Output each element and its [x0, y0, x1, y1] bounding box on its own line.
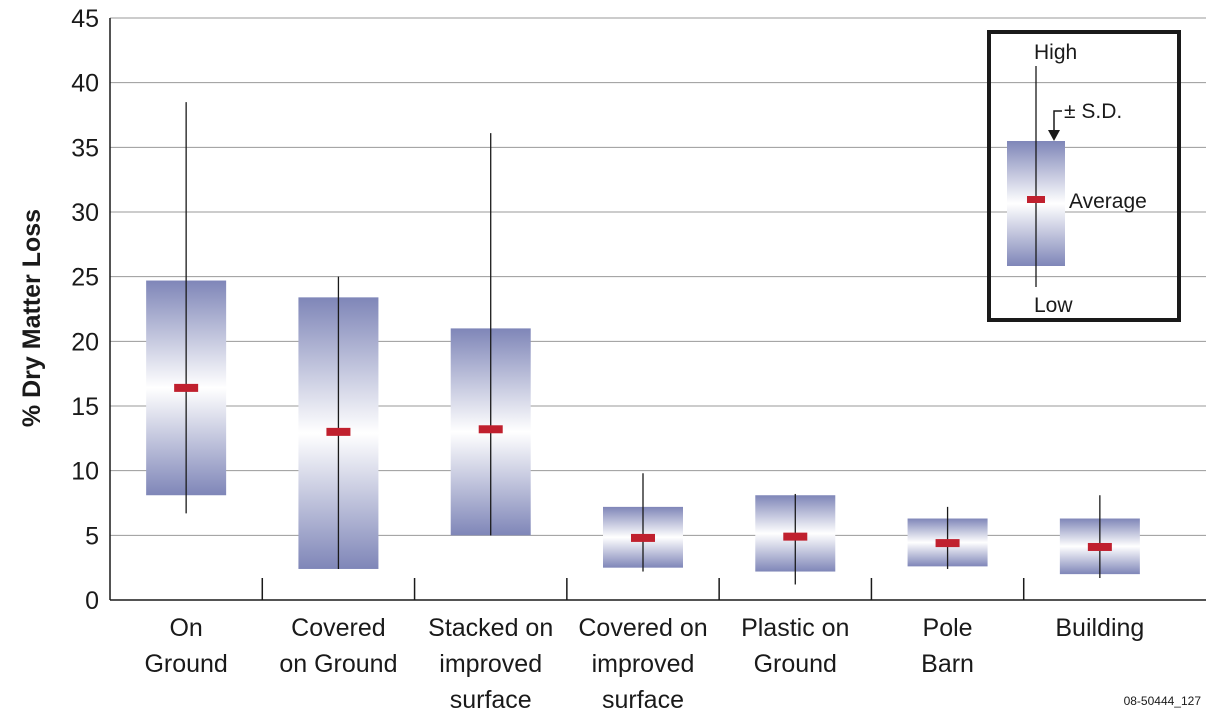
legend-sd-arrowhead [1048, 130, 1060, 141]
category-label: Covered on improved surface [578, 614, 707, 713]
category-label-line: Building [1055, 614, 1144, 642]
category-label-line: Ground [144, 650, 227, 678]
average-marker [631, 533, 655, 542]
category-label: On Ground [144, 614, 227, 678]
axes [109, 18, 1206, 601]
y-tick-label: 35 [71, 134, 99, 162]
legend-sd-label: ± S.D. [1064, 100, 1122, 123]
average-marker [935, 539, 960, 548]
y-tick-label: 15 [71, 393, 99, 421]
category-label-line: improved [439, 650, 542, 678]
category-label: Pole Barn [921, 614, 974, 678]
legend-frame [987, 30, 1181, 322]
legend-low-label: Low [1034, 294, 1073, 317]
average-marker [783, 532, 808, 541]
y-tick-labels: 0 5 10 15 20 25 30 35 40 45 [71, 5, 99, 615]
category-label-line: surface [602, 686, 684, 713]
gridlines [110, 17, 1206, 536]
average-marker [326, 427, 351, 436]
average-marker [478, 425, 503, 434]
category-label-line: on Ground [279, 650, 397, 678]
category-label: Plastic on Ground [741, 614, 849, 678]
category-label-line: Barn [921, 650, 974, 678]
category-labels: On Ground Covered on Ground Stacked on improv… [144, 614, 1144, 713]
category-label-line: Covered on [578, 614, 707, 642]
category-label-line: Stacked on [428, 614, 553, 642]
average-marker [174, 383, 199, 392]
y-tick-label: 5 [85, 522, 99, 550]
y-tick-label: 40 [71, 70, 99, 98]
y-axis-label: % Dry Matter Loss [18, 209, 46, 427]
y-tick-label: 0 [85, 587, 99, 615]
category-label-line: surface [450, 686, 532, 713]
category-label-line: Ground [754, 650, 837, 678]
legend-sd-arrow [1053, 110, 1062, 131]
category-label: Stacked on improved surface [428, 614, 553, 713]
legend-average-label: Average [1069, 190, 1147, 213]
legend: High ± S.D. Average Low [987, 30, 1181, 322]
legend-average-marker [1027, 196, 1045, 203]
category-label: Covered on Ground [279, 614, 397, 678]
y-tick-label: 20 [71, 328, 99, 356]
y-tick-label: 10 [71, 458, 99, 486]
category-label-line: Pole [923, 614, 973, 642]
y-tick-label: 45 [71, 5, 99, 33]
figure-id: 08-50444_127 [1124, 694, 1202, 708]
category-label-line: On [169, 614, 202, 642]
y-tick-label: 30 [71, 199, 99, 227]
category-label-line: Covered [291, 614, 386, 642]
category-label-line: Plastic on [741, 614, 849, 642]
boxes [146, 102, 1140, 585]
legend-high-label: High [1034, 41, 1077, 64]
category-label-line: improved [592, 650, 695, 678]
average-marker [1087, 542, 1112, 551]
category-label: Building [1055, 614, 1144, 642]
y-tick-label: 25 [71, 264, 99, 292]
